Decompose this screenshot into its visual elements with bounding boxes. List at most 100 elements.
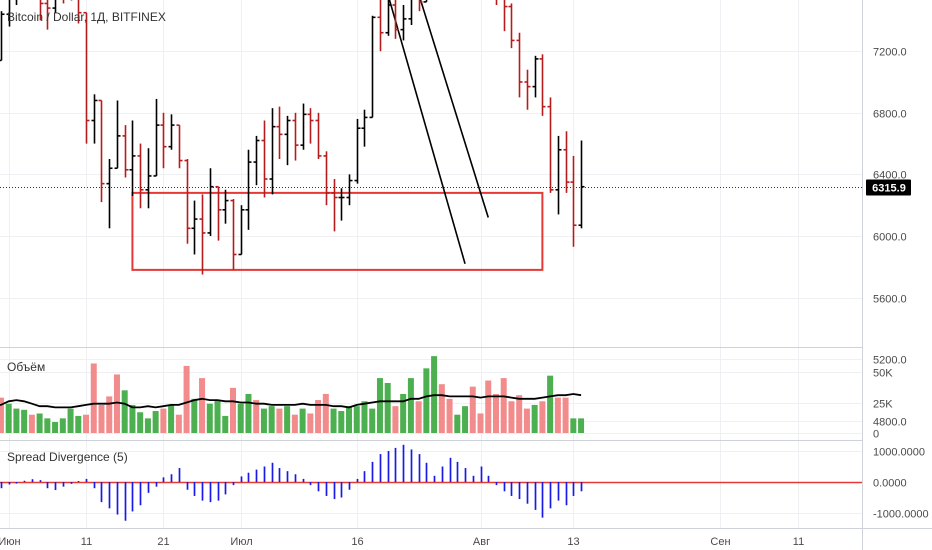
time-tick-label: Сен: [710, 536, 730, 548]
volume-bar: [523, 408, 530, 433]
ohlc-bar: [199, 194, 206, 275]
volume-bar: [137, 412, 144, 433]
volume-bar: [229, 387, 236, 433]
ohlc-bar: [385, 0, 392, 36]
ohlc-bar: [292, 112, 299, 161]
volume-bar: [554, 397, 561, 433]
volume-bar: [299, 408, 306, 433]
volume-bar: [168, 404, 175, 433]
volume-title: Объём: [7, 360, 45, 374]
volume-bar: [578, 418, 585, 433]
volume-bar: [469, 386, 476, 433]
volume-bar: [191, 398, 198, 433]
volume-bar: [160, 408, 167, 433]
ohlc-bar: [222, 189, 229, 224]
volume-bar: [547, 375, 554, 433]
ohlc-bar: [6, 0, 11, 27]
volume-bar: [454, 414, 461, 433]
ohlc-bar: [315, 112, 322, 159]
ohlc-bar: [408, 0, 413, 26]
ohlc-bar: [215, 185, 222, 241]
time-tick-label: Июл: [230, 536, 252, 548]
price-tick-label: 5200.0: [873, 355, 907, 367]
volume-bar: [346, 406, 353, 433]
volume-bar: [121, 390, 128, 433]
ohlc-bar: [418, 0, 423, 12]
ohlc-bar: [0, 11, 5, 62]
volume-bar: [492, 393, 499, 433]
volume-bar: [5, 403, 12, 433]
volume-bar: [129, 404, 136, 433]
last-price-badge: 6315.9: [866, 179, 911, 196]
channel-upper-line: [419, 0, 490, 218]
volume-bar: [539, 401, 546, 433]
channel-lower-line: [388, 0, 466, 264]
volume-bar: [260, 408, 267, 433]
ohlc-bar: [269, 108, 276, 195]
volume-bar: [423, 368, 430, 433]
chart-title: Bitcoin / Dollar, 1Д, BITFINEX: [7, 10, 166, 24]
ohlc-bar: [253, 135, 260, 186]
time-tick-label: 11: [793, 536, 804, 548]
volume-bar: [152, 411, 159, 433]
volume-bar: [291, 414, 298, 433]
ohlc-bar: [191, 200, 198, 255]
ohlc-bar: [516, 32, 523, 98]
ohlc-bar: [153, 98, 160, 177]
volume-bar: [562, 397, 569, 433]
ohlc-bar: [129, 120, 136, 196]
volume-bar: [361, 401, 368, 433]
ohlc-bar: [354, 118, 361, 184]
volume-bar: [516, 395, 523, 433]
ohlc-bar: [160, 112, 167, 169]
volume-bar: [183, 365, 190, 433]
last-price-label: 6315.9: [872, 183, 906, 195]
osc-tick-label: -1000.0000: [873, 509, 929, 521]
ohlc-bar: [106, 159, 113, 229]
volume-bar: [206, 403, 213, 433]
volume-bar: [44, 418, 51, 433]
ohlc-bar: [338, 188, 345, 221]
time-tick-label: 13: [567, 536, 579, 548]
ohlc-bar: [91, 94, 98, 144]
ohlc-bar: [137, 143, 144, 209]
volume-bar: [199, 378, 206, 433]
volume-bar: [438, 384, 445, 433]
volume-bar: [106, 396, 113, 433]
ohlc-bar: [238, 205, 245, 256]
ohlc-bar: [83, 11, 90, 144]
volume-bar: [90, 363, 97, 433]
ohlc-bar: [98, 99, 105, 203]
volume-bar: [98, 404, 105, 433]
volume-ma-line: [0, 393, 582, 409]
time-tick-label: 16: [351, 536, 363, 548]
volume-bar: [276, 408, 283, 433]
volume-bar: [13, 408, 20, 433]
volume-bar: [508, 401, 515, 433]
volume-bar: [315, 400, 322, 433]
price-tick-label: 6000.0: [873, 232, 907, 244]
volume-series: [0, 356, 585, 433]
volume-bar: [268, 406, 275, 433]
ohlc-bar: [245, 149, 252, 230]
ohlc-bar: [361, 109, 368, 147]
osc-tick-label: 0.0000: [873, 478, 907, 490]
ohlc-bar: [176, 124, 183, 169]
volume-tick-label: 50K: [873, 368, 893, 380]
volume-bar: [338, 411, 345, 433]
time-tick-label: Июн: [0, 536, 21, 548]
volume-bar: [237, 403, 244, 433]
ohlc-bar: [563, 131, 570, 193]
ohlc-bar: [578, 140, 585, 229]
volume-bar: [59, 418, 66, 433]
ohlc-bar: [377, 0, 384, 52]
ohlc-bar: [346, 174, 353, 206]
volume-tick-label: 25K: [873, 399, 893, 411]
volume-bar: [222, 415, 229, 433]
price-tick-label: 7200.0: [873, 47, 907, 59]
ohlc-bar: [168, 114, 175, 150]
volume-bar: [307, 413, 314, 433]
volume-bar: [376, 378, 383, 433]
